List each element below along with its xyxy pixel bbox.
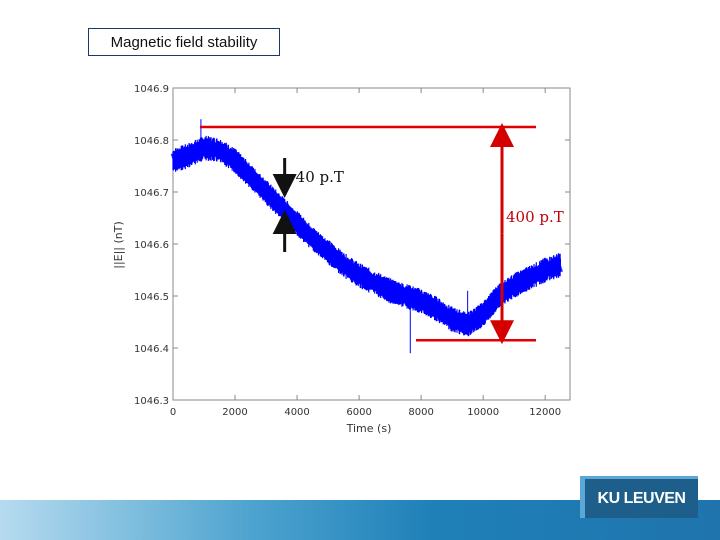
plot-frame	[172, 87, 571, 401]
x-tick-label: 12000	[529, 407, 561, 418]
y-tick-label: 1046.9	[134, 84, 169, 95]
y-tick-label: 1046.3	[134, 396, 169, 407]
noise-label: 40 p.T	[296, 168, 344, 186]
y-tick-label: 1046.4	[134, 344, 169, 355]
x-tick-label: 2000	[222, 407, 247, 418]
x-tick-label: 8000	[408, 407, 433, 418]
ku-leuven-logo: KU LEUVEN	[580, 476, 698, 518]
y-tick-label: 1046.7	[134, 188, 169, 199]
x-axis-label: Time (s)	[346, 422, 392, 435]
x-tick-label: 4000	[284, 407, 309, 418]
field-stability-chart: 1046.3 1046.4 1046.5 1046.6 1046.7 1046.8 1046…	[112, 84, 571, 435]
x-tick-label: 6000	[346, 407, 371, 418]
y-tick-label: 1046.8	[134, 136, 169, 147]
y-tick-label: 1046.6	[134, 240, 169, 251]
slide-title: Magnetic field stability	[88, 28, 280, 56]
data-series-line	[170, 140, 563, 332]
x-tick-label: 10000	[467, 407, 499, 418]
y-tick-label: 1046.5	[134, 292, 169, 303]
x-tick-label: 0	[170, 407, 176, 418]
range-label: 400 p.T	[506, 208, 564, 226]
y-axis-label: ||E|| (nT)	[112, 221, 125, 269]
